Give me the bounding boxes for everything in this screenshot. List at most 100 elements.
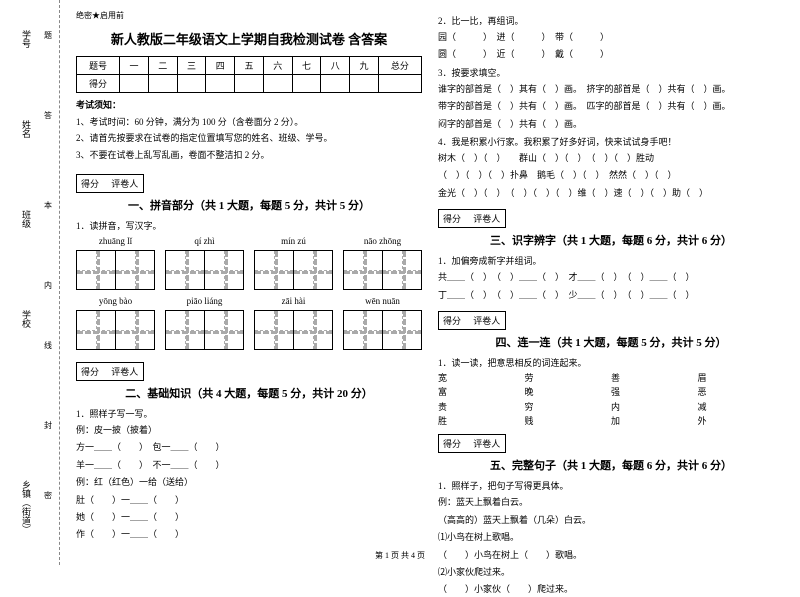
binding-margin: 学号 姓名 班级 学校 乡镇（街道） 题 答 本 内 线 封 密 (0, 0, 60, 565)
grader-box: 得分 评卷人 (76, 362, 144, 381)
blank-cell[interactable] (206, 75, 235, 93)
fill-line[interactable]: 丁＿＿（ ） （ ）＿＿（ ） 少＿＿（ ） （ ）＿＿（ ） (438, 288, 784, 302)
notice-head: 考试须知： (76, 99, 422, 113)
blank-cell[interactable] (350, 75, 379, 93)
blank-cell[interactable] (120, 75, 149, 93)
grader-name: 评卷人 (111, 365, 139, 378)
grader-name: 评卷人 (111, 177, 139, 190)
section-5-title: 五、完整句子（共 1 大题，每题 6 分，共计 6 分） (438, 457, 784, 473)
tian-grid[interactable] (343, 310, 422, 350)
fill-line[interactable]: 作（ ）一＿＿（ ） (76, 527, 422, 541)
pinyin-row-2: yōng bào piāo liáng zāi hài wēn nuān (76, 296, 422, 306)
fill-line[interactable]: 闷字的部首是（ ）共有（ ）画。 (438, 117, 784, 131)
blank-cell[interactable] (177, 75, 206, 93)
fill-line[interactable]: 她（ ）一＿＿（ ） (76, 510, 422, 524)
example: 例：蓝天上飘着白云。 (438, 495, 784, 509)
tian-grid[interactable] (165, 250, 244, 290)
example: 例：皮一披（披着） (76, 423, 422, 437)
pinyin-row-1: zhuāng lǐ qí zhì mín zú nāo zhōng (76, 236, 422, 246)
grader-box: 得分 评卷人 (438, 311, 506, 330)
th: 题号 (77, 57, 120, 75)
pinyin: nāo zhōng (343, 236, 422, 246)
blank-cell[interactable] (148, 75, 177, 93)
th: 总分 (378, 57, 421, 75)
td: 得分 (77, 75, 120, 93)
word: 宽 (438, 371, 525, 385)
blank-cell[interactable] (235, 75, 264, 93)
fill-line[interactable]: 园（ ） 进（ ） 带（ ） (438, 30, 784, 44)
pinyin: piāo liáng (165, 296, 244, 306)
tian-grid[interactable] (343, 250, 422, 290)
fill-line[interactable]: （ ）小家伙（ ）爬过来。 (438, 582, 784, 596)
q5-1: 1．照样子，把句子写得更具体。 (438, 479, 784, 492)
fill-line[interactable]: （ ）（ ）（ ）扑鼻 鹅毛（ ）（ ） 然然（ ）（ ） (438, 168, 784, 182)
th: 二 (148, 57, 177, 75)
label-name: 姓名 (20, 120, 33, 138)
secret-label: 绝密★启用前 (76, 10, 422, 21)
seal-char: 题 (44, 30, 52, 41)
pinyin: zhuāng lǐ (76, 236, 155, 246)
pinyin: mín zú (254, 236, 333, 246)
section-4-title: 四、连一连（共 1 大题，每题 5 分，共计 5 分） (438, 334, 784, 350)
fill-line[interactable]: 圆（ ） 近（ ） 戴（ ） (438, 47, 784, 61)
fill-line[interactable]: 带字的部首是（ ）共有（ ）画。 匹字的部首是（ ）共有（ ）画。 (438, 99, 784, 113)
blank-cell[interactable] (263, 75, 292, 93)
grader-box: 得分 评卷人 (438, 434, 506, 453)
tian-grid[interactable] (254, 250, 333, 290)
word: 加 (611, 414, 698, 428)
word: 胜 (438, 414, 525, 428)
word: 恶 (698, 385, 785, 399)
pinyin: qí zhì (165, 236, 244, 246)
word: 善 (611, 371, 698, 385)
seal-char: 线 (44, 340, 52, 351)
fill-line[interactable]: 方一＿＿（ ） 包一＿＿（ ） (76, 440, 422, 454)
tian-grid[interactable] (165, 310, 244, 350)
word: 眉 (698, 371, 785, 385)
fill-line[interactable]: 肚（ ）一＿＿（ ） (76, 493, 422, 507)
fill-line[interactable]: 羊一＿＿（ ） 不一＿＿（ ） (76, 458, 422, 472)
notice-block: 考试须知： 1、考试时间：60 分钟，满分为 100 分（含卷面分 2 分）。 … (76, 99, 422, 162)
word: 强 (611, 385, 698, 399)
fill-line[interactable]: 树木（ ）（ ） 群山（ ）（ ） （ ）（ ）胜动 (438, 151, 784, 165)
subq: ⑵小家伙爬过来。 (438, 565, 784, 579)
word: 外 (698, 414, 785, 428)
grader-name: 评卷人 (473, 314, 501, 327)
right-column: 2．比一比，再组词。 园（ ） 进（ ） 带（ ） 圆（ ） 近（ ） 戴（ ）… (430, 10, 792, 555)
th: 四 (206, 57, 235, 75)
notice-item: 2、请首先按要求在试卷的指定位置填写您的姓名、班级、学号。 (76, 132, 422, 146)
label-school: 学校 (20, 310, 33, 328)
label-student-id: 学号 (20, 30, 33, 48)
grader-score: 得分 (443, 314, 471, 327)
th: 八 (321, 57, 350, 75)
exam-title: 新人教版二年级语文上学期自我检测试卷 含答案 (76, 29, 422, 48)
tian-grid[interactable] (76, 250, 155, 290)
subq: ⑴小鸟在树上歌唱。 (438, 530, 784, 544)
fill-line[interactable]: 共＿＿（ ） （ ）＿＿（ ） 才＿＿（ ） （ ）＿＿（ ） (438, 270, 784, 284)
fill-line[interactable]: 金光（ ）（ ） （ ）（ ）（ ）维（ ）速（ ）（ ）助（ ） (438, 186, 784, 200)
th: 七 (292, 57, 321, 75)
q4-1: 1．读一读，把意思相反的词连起来。 (438, 356, 784, 369)
seal-char: 答 (44, 110, 52, 121)
th: 五 (235, 57, 264, 75)
q2-3: 3．按要求填空。 (438, 66, 784, 79)
word: 贵 (438, 400, 525, 414)
q1-1: 1．读拼音，写汉字。 (76, 219, 422, 232)
match-columns[interactable]: 宽 富 贵 胜 劳 晚 穷 贱 善 强 内 加 眉 (438, 371, 784, 429)
fill-line[interactable]: 谁字的部首是（ ）其有（ ）画。 挤字的部首是（ ）共有（ ）画。 (438, 82, 784, 96)
th: 一 (120, 57, 149, 75)
section-3-title: 三、识字辨字（共 1 大题，每题 6 分，共计 6 分） (438, 232, 784, 248)
q2-1: 1．照样子写一写。 (76, 407, 422, 420)
pinyin: wēn nuān (343, 296, 422, 306)
q2-2: 2．比一比，再组词。 (438, 14, 784, 27)
seal-char: 密 (44, 490, 52, 501)
seal-char: 内 (44, 280, 52, 291)
blank-cell[interactable] (321, 75, 350, 93)
tian-grid[interactable] (76, 310, 155, 350)
q3-1: 1．加偏旁成新字并组词。 (438, 254, 784, 267)
notice-item: 1、考试时间：60 分钟，满分为 100 分（含卷面分 2 分）。 (76, 116, 422, 130)
blank-cell[interactable] (378, 75, 421, 93)
grader-box: 得分 评卷人 (438, 209, 506, 228)
blank-cell[interactable] (292, 75, 321, 93)
tian-grid[interactable] (254, 310, 333, 350)
content-area: 绝密★启用前 新人教版二年级语文上学期自我检测试卷 含答案 题号 一 二 三 四… (60, 0, 800, 565)
